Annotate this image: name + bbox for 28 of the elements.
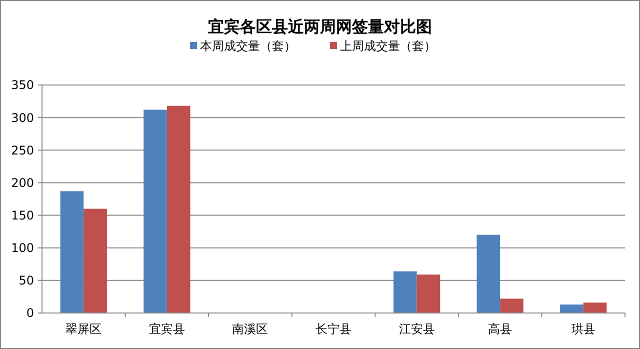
x-tick-label: 珙县 [571, 322, 596, 336]
y-tick-label: 250 [11, 143, 34, 158]
legend-label: 本周成交量（套） [200, 39, 296, 53]
bar [416, 274, 440, 313]
x-tick-label: 高县 [488, 322, 512, 336]
bar [144, 110, 167, 313]
y-tick-label: 150 [11, 208, 34, 222]
legend-label: 上周成交量（套） [340, 39, 436, 53]
x-tick-label: 翠屏区 [66, 322, 102, 336]
x-tick-label: 江安县 [398, 322, 435, 336]
bar [583, 302, 607, 313]
bar [393, 271, 417, 313]
bar [166, 106, 190, 313]
x-tick-label: 宜宾县 [148, 322, 185, 336]
bar [60, 191, 84, 313]
bar [500, 298, 524, 313]
bar [476, 234, 500, 313]
bar [560, 304, 584, 313]
y-tick-label: 0 [26, 306, 34, 320]
x-tick-label: 长宁县 [316, 322, 352, 336]
y-tick-label: 100 [11, 241, 34, 256]
y-tick-label: 50 [18, 274, 34, 288]
y-tick-label: 200 [11, 176, 34, 190]
chart-title: 宜宾各区县近两周网签量对比图 [208, 17, 432, 36]
x-tick-label: 南溪区 [232, 322, 268, 336]
bar [84, 208, 107, 313]
y-tick-label: 300 [11, 110, 34, 125]
y-tick-label: 350 [11, 78, 34, 92]
